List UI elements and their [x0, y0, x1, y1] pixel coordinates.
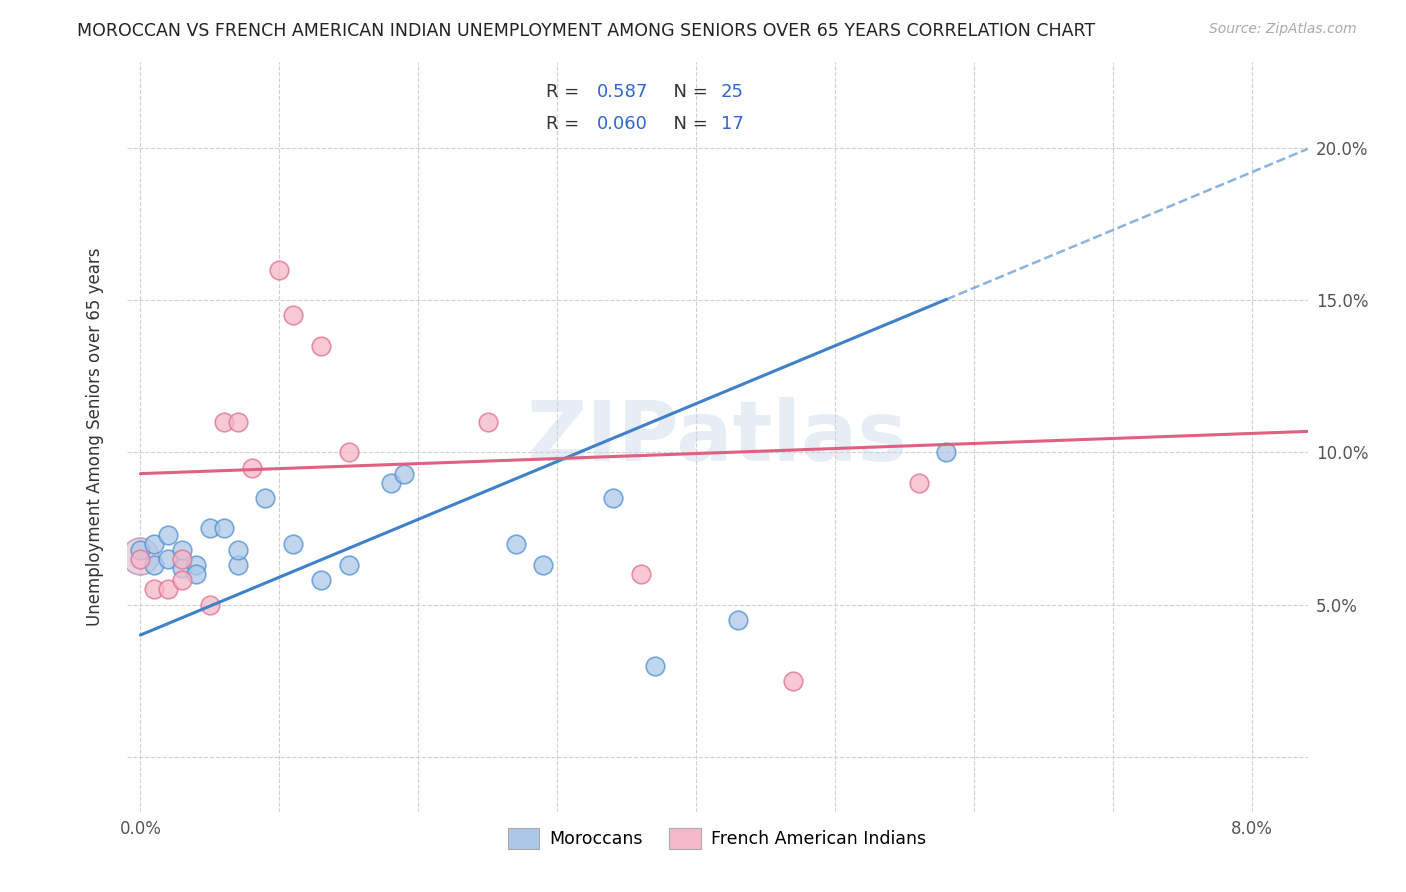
Point — [143, 582, 166, 597]
Point — [184, 558, 207, 572]
Point — [226, 542, 249, 557]
Point — [129, 549, 152, 563]
Point — [226, 415, 249, 429]
Text: N =: N = — [662, 84, 713, 102]
Point — [477, 415, 499, 429]
Point — [907, 475, 929, 490]
Point — [309, 339, 332, 353]
Point — [172, 542, 194, 557]
Text: 0.060: 0.060 — [596, 115, 648, 133]
Point — [172, 552, 194, 566]
Point — [505, 537, 527, 551]
Point — [269, 262, 291, 277]
Text: MOROCCAN VS FRENCH AMERICAN INDIAN UNEMPLOYMENT AMONG SENIORS OVER 65 YEARS CORR: MOROCCAN VS FRENCH AMERICAN INDIAN UNEMP… — [77, 22, 1095, 40]
Point — [782, 673, 804, 688]
Y-axis label: Unemployment Among Seniors over 65 years: Unemployment Among Seniors over 65 years — [86, 248, 104, 626]
Point — [198, 598, 221, 612]
Point — [935, 445, 957, 459]
Text: 25: 25 — [721, 84, 744, 102]
Point — [394, 467, 416, 481]
Text: Source: ZipAtlas.com: Source: ZipAtlas.com — [1209, 22, 1357, 37]
Point — [157, 527, 180, 541]
Point — [198, 521, 221, 535]
Point — [602, 491, 624, 505]
Text: R =: R = — [546, 115, 585, 133]
Legend: Moroccans, French American Indians: Moroccans, French American Indians — [501, 822, 934, 855]
Point — [283, 537, 305, 551]
Point — [283, 308, 305, 322]
Point — [129, 552, 152, 566]
Point — [172, 573, 194, 587]
Point — [184, 567, 207, 582]
Point — [157, 582, 180, 597]
Point — [254, 491, 277, 505]
Text: 0.587: 0.587 — [596, 84, 648, 102]
Text: N =: N = — [662, 115, 713, 133]
Point — [226, 558, 249, 572]
Text: ZIPatlas: ZIPatlas — [527, 397, 907, 477]
Point — [157, 552, 180, 566]
Text: R =: R = — [546, 84, 585, 102]
Point — [727, 613, 749, 627]
Point — [172, 561, 194, 575]
Point — [337, 558, 360, 572]
Point — [143, 537, 166, 551]
Point — [531, 558, 554, 572]
Point — [337, 445, 360, 459]
Text: 17: 17 — [721, 115, 744, 133]
Point — [380, 475, 402, 490]
Point — [129, 542, 152, 557]
Point — [240, 460, 263, 475]
Point — [630, 567, 652, 582]
Point — [212, 415, 235, 429]
Point — [143, 558, 166, 572]
Point — [309, 573, 332, 587]
Point — [644, 658, 666, 673]
Point — [212, 521, 235, 535]
Point — [129, 549, 152, 563]
